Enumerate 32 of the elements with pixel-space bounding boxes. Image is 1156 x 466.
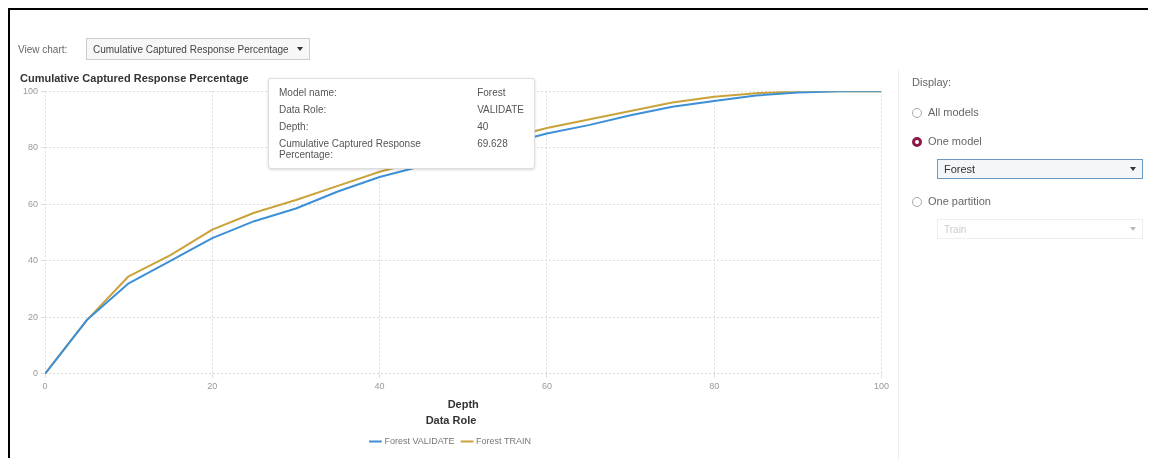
annotation: 40 <box>477 121 490 132</box>
annotation: VALIDATE <box>477 104 524 115</box>
annotation: Forest <box>477 87 507 98</box>
text: Forest <box>944 163 976 175</box>
annotation: Depth: <box>279 121 310 132</box>
x-tick-label: 20 <box>207 380 218 391</box>
x-tick-label: 40 <box>374 380 385 391</box>
annotation: Model name: <box>279 87 338 98</box>
x-tick-label: 60 <box>541 380 552 391</box>
y-tick-label: 60 <box>28 198 39 209</box>
annotation: Data Role: <box>279 104 328 115</box>
text: View chart: <box>18 44 68 55</box>
x-tick-label: 100 <box>873 380 890 391</box>
text: Cumulative Captured Response Percentage <box>93 43 289 55</box>
y-tick-label: 0 <box>33 368 39 379</box>
legend-label: Forest VALIDATE <box>384 435 455 446</box>
text: All models <box>928 106 979 118</box>
text: Display: <box>912 76 952 88</box>
y-tick-label: 20 <box>28 311 39 322</box>
y-tick-label: 80 <box>28 142 39 153</box>
text: One model <box>928 135 982 147</box>
x-tick-label: 80 <box>709 380 720 391</box>
annotation: Cumulative Captured Response Percentage: <box>279 138 422 160</box>
legend-label: Forest TRAIN <box>476 435 531 446</box>
x-tick-label: 0 <box>42 380 48 391</box>
y-tick-label: 40 <box>28 255 39 266</box>
annotation: 69.628 <box>477 138 509 151</box>
chart-title: Cumulative Captured Response Percentage <box>20 71 249 84</box>
text: One partition <box>928 195 991 207</box>
x-axis-title: Depth <box>447 398 480 411</box>
y-tick-label: 100 <box>22 85 39 96</box>
legend-title: Data Role <box>425 414 477 427</box>
